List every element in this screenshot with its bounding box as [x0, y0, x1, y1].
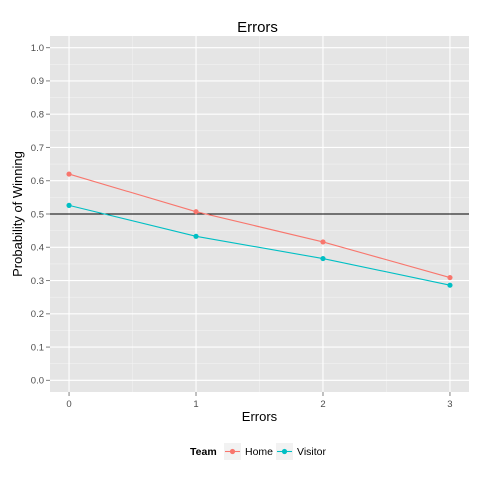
y-tick-label: 0.8 [31, 109, 44, 120]
data-point-visitor [66, 202, 72, 208]
x-axis-title: Errors [242, 409, 278, 424]
legend-title: Team [190, 446, 217, 458]
y-tick-label: 0.7 [31, 143, 44, 154]
data-point-visitor [447, 282, 453, 288]
x-tick-label: 1 [193, 399, 198, 410]
y-tick-label: 1.0 [31, 43, 44, 54]
y-tick-label: 0.6 [31, 176, 44, 187]
legend-label-home: Home [245, 446, 273, 458]
data-point-home [320, 239, 326, 245]
chart-title: Errors [237, 19, 278, 36]
y-tick-label: 0.2 [31, 309, 44, 320]
data-point-home [66, 171, 72, 177]
series-line-home [68, 173, 451, 279]
series-layer [66, 171, 453, 288]
data-point-home [447, 274, 453, 281]
y-axis: 0.0 0.1 0.2 0.3 0.4 0.5 0.6 0.7 0.8 0.9 1.0 [31, 43, 50, 387]
y-tick-label: 0.0 [31, 376, 44, 387]
y-tick-label: 0.4 [31, 243, 44, 254]
x-axis: 0 1 2 3 [66, 392, 453, 410]
x-tick-label: 2 [320, 399, 325, 410]
legend-items: Home Visitor [224, 443, 326, 460]
y-axis-title: Probability of Winning [10, 151, 25, 277]
legend-label-visitor: Visitor [297, 446, 326, 458]
y-tick-label: 0.5 [31, 209, 44, 220]
series-line-visitor [68, 204, 451, 286]
legend: Team Home Visitor [190, 443, 326, 460]
y-tick-label: 0.3 [31, 276, 44, 287]
data-point-home [193, 209, 199, 215]
legend-point-visitor [281, 448, 288, 455]
data-point-visitor [320, 255, 326, 262]
y-tick-label: 0.9 [31, 76, 44, 87]
y-tick-label: 0.1 [31, 342, 44, 353]
x-tick-label: 0 [66, 399, 71, 410]
data-point-visitor [193, 233, 199, 239]
legend-point-home [229, 448, 236, 455]
x-tick-label: 3 [447, 399, 452, 410]
